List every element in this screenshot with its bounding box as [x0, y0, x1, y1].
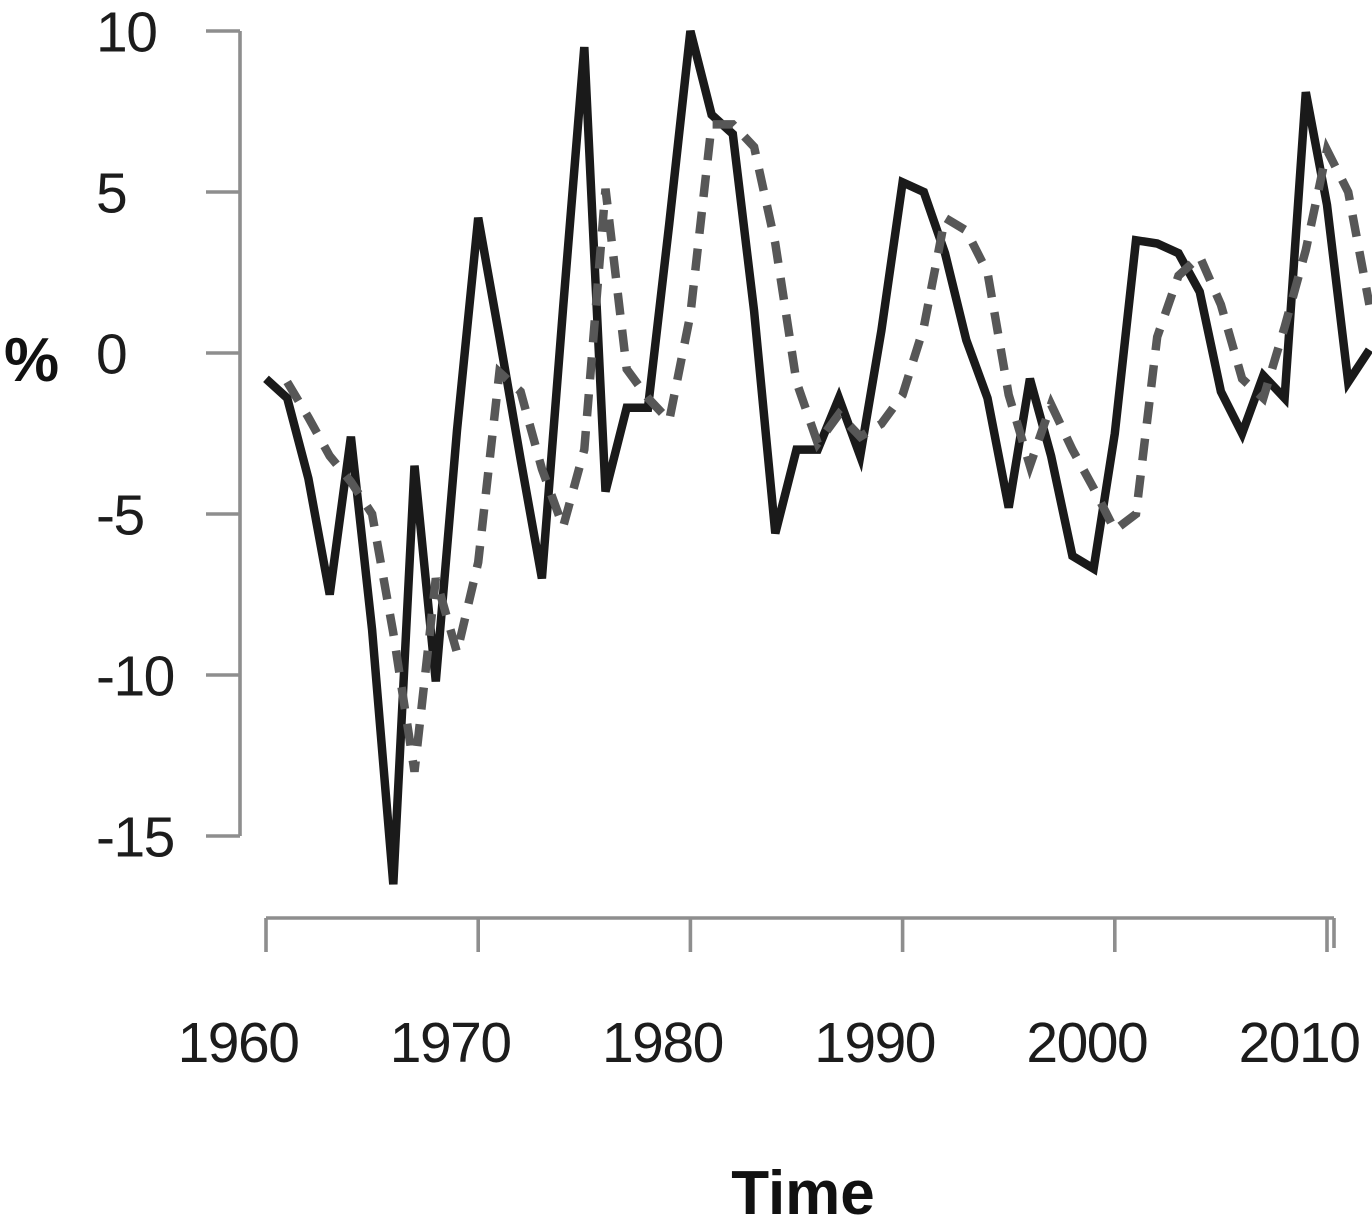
- y-tick-label: 5: [96, 162, 126, 226]
- x-axis-tick-labels: 1960 1970 1980 1990 2000 2010: [178, 1011, 1361, 1075]
- y-axis-tick-labels: 10 5 0 -5 -10 -15: [96, 1, 175, 870]
- solid-series-line: [263, 29, 1372, 885]
- x-tick-label: 2000: [1026, 1011, 1147, 1075]
- x-tick-label: 1980: [602, 1011, 723, 1075]
- y-tick-label: 0: [96, 323, 126, 387]
- y-tick-label: 10: [96, 1, 156, 65]
- x-tick-label: 1990: [814, 1011, 935, 1075]
- data-series-lines: [263, 29, 1372, 885]
- y-axis-label: %: [4, 326, 59, 395]
- y-tick-label: -15: [96, 806, 174, 870]
- x-axis-ticks: [264, 918, 1329, 952]
- x-tick-label: 2010: [1239, 1011, 1360, 1075]
- x-tick-label: 1960: [178, 1011, 299, 1075]
- y-axis-ticks: [206, 29, 240, 838]
- x-axis-line: [266, 916, 1336, 948]
- x-axis-label: Time: [731, 1159, 875, 1218]
- dashed-series-line: [283, 120, 1372, 773]
- y-tick-label: -5: [96, 484, 144, 548]
- x-tick-label: 1970: [390, 1011, 511, 1075]
- y-tick-label: -10: [96, 645, 174, 709]
